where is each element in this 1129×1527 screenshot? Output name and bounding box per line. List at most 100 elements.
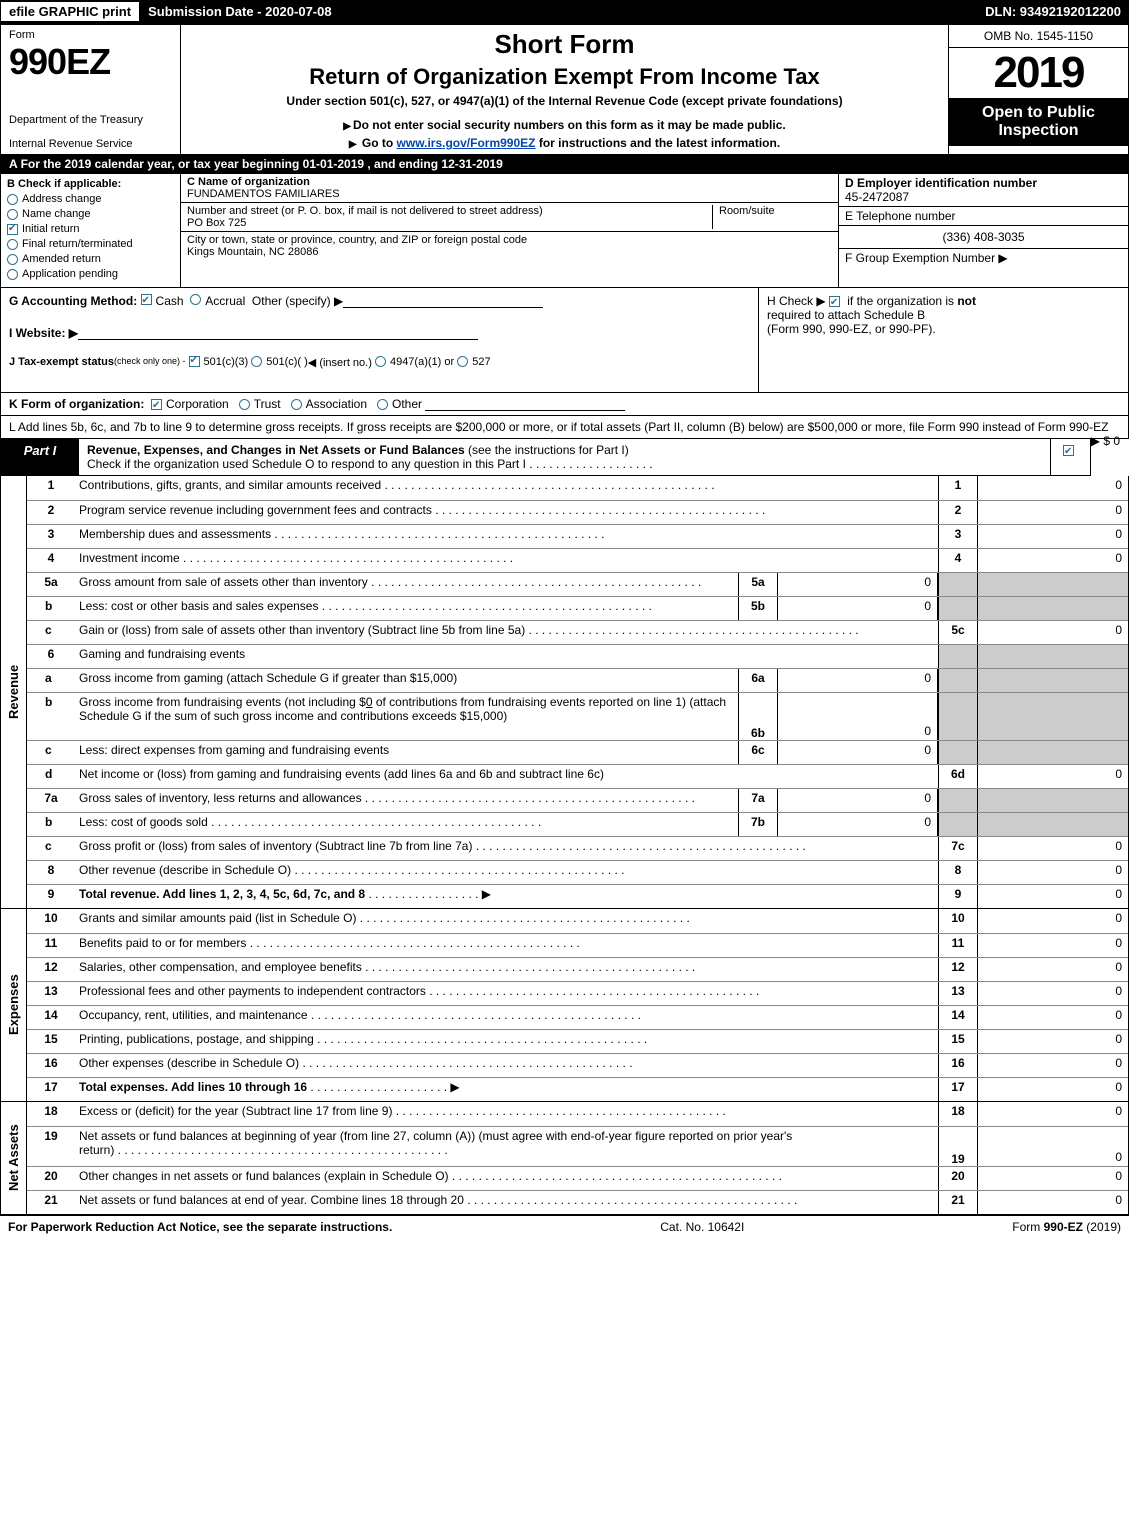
c-street-label: Number and street (or P. O. box, if mail… xyxy=(187,205,712,217)
line-10: 10Grants and similar amounts paid (list … xyxy=(27,909,1128,933)
line-5a: 5aGross amount from sale of assets other… xyxy=(27,572,1128,596)
line-5c: cGain or (loss) from sale of assets othe… xyxy=(27,620,1128,644)
form-title-block: Short Form Return of Organization Exempt… xyxy=(181,25,948,154)
k-label: K Form of organization: xyxy=(9,397,144,411)
chk-address-change[interactable]: Address change xyxy=(7,193,174,205)
line-9: 9Total revenue. Add lines 1, 2, 3, 4, 5c… xyxy=(27,884,1128,908)
chk-trust[interactable] xyxy=(239,399,250,410)
dln: DLN: 93492192012200 xyxy=(977,2,1129,21)
line-15: 15Printing, publications, postage, and s… xyxy=(27,1029,1128,1053)
org-city: Kings Mountain, NC 28086 xyxy=(187,246,832,258)
line-14: 14Occupancy, rent, utilities, and mainte… xyxy=(27,1005,1128,1029)
c-name-row: C Name of organization FUNDAMENTOS FAMIL… xyxy=(181,174,838,203)
revenue-side-label: Revenue xyxy=(1,476,27,908)
instructions-link-line: Go to www.irs.gov/Form990EZ for instruct… xyxy=(189,136,940,150)
line-2: 2Program service revenue including gover… xyxy=(27,500,1128,524)
irs-link[interactable]: www.irs.gov/Form990EZ xyxy=(397,136,536,150)
line-4: 4Investment income40 xyxy=(27,548,1128,572)
phone-value: (336) 408-3035 xyxy=(839,226,1128,249)
line-6: 6Gaming and fundraising events xyxy=(27,644,1128,668)
row-a-text: For the 2019 calendar year, or tax year … xyxy=(21,157,503,171)
section-c: C Name of organization FUNDAMENTOS FAMIL… xyxy=(181,174,838,287)
h-text4: (Form 990, 990-EZ, or 990-PF). xyxy=(767,322,936,336)
e-phone-label: E Telephone number xyxy=(839,207,1128,226)
line-16: 16Other expenses (describe in Schedule O… xyxy=(27,1053,1128,1077)
chk-corporation[interactable] xyxy=(151,399,162,410)
line-7b: bLess: cost of goods sold7b0 xyxy=(27,812,1128,836)
b-header: B Check if applicable: xyxy=(7,178,174,190)
line-21: 21Net assets or fund balances at end of … xyxy=(27,1190,1128,1214)
chk-schedule-b-not-required[interactable] xyxy=(829,296,840,307)
form-subtitle: Under section 501(c), 527, or 4947(a)(1)… xyxy=(189,94,940,108)
chk-initial-return[interactable]: Initial return xyxy=(7,223,174,235)
c-street-row: Number and street (or P. O. box, if mail… xyxy=(181,203,838,232)
privacy-notice: Do not enter social security numbers on … xyxy=(189,118,940,132)
page-footer: For Paperwork Reduction Act Notice, see … xyxy=(0,1215,1129,1238)
h-text1: H Check ▶ xyxy=(767,294,826,308)
g-other-input[interactable] xyxy=(343,294,543,308)
g-label: G Accounting Method: xyxy=(9,294,137,318)
j-insert: ◀ (insert no.) xyxy=(308,356,372,380)
h-text3: required to attach Schedule B xyxy=(767,308,925,322)
net-assets-side-label: Net Assets xyxy=(1,1102,27,1214)
ein-value: 45-2472087 xyxy=(845,190,1122,204)
j-label: J Tax-exempt status xyxy=(9,356,114,380)
l-value: ▶ $ 0 xyxy=(1091,434,1120,448)
c-city-row: City or town, state or province, country… xyxy=(181,232,838,260)
row-ghij: G Accounting Method: Cash Accrual Other … xyxy=(0,288,1129,393)
chk-501c3[interactable] xyxy=(189,356,200,367)
k-other-input[interactable] xyxy=(425,397,625,411)
line-6b: bGross income from fundraising events (n… xyxy=(27,692,1128,740)
footer-form-ref: Form 990-EZ (2019) xyxy=(1012,1220,1121,1234)
chk-accrual[interactable] xyxy=(190,294,201,305)
irs-label: Internal Revenue Service xyxy=(9,138,172,150)
line-1: 1Contributions, gifts, grants, and simil… xyxy=(27,476,1128,500)
section-h: H Check ▶ if the organization is not req… xyxy=(758,288,1128,392)
row-k: K Form of organization: Corporation Trus… xyxy=(0,393,1129,416)
line-11: 11Benefits paid to or for members110 xyxy=(27,933,1128,957)
chk-4947[interactable] xyxy=(375,356,386,367)
h-text2: if the organization is xyxy=(847,294,954,308)
chk-cash[interactable] xyxy=(141,294,152,305)
chk-other-org[interactable] xyxy=(377,399,388,410)
chk-amended-return[interactable]: Amended return xyxy=(7,253,174,265)
row-a-tax-year: A For the 2019 calendar year, or tax yea… xyxy=(0,155,1129,174)
chk-527[interactable] xyxy=(457,356,468,367)
efile-print-button[interactable]: efile GRAPHIC print xyxy=(0,1,140,22)
line-5b: bLess: cost or other basis and sales exp… xyxy=(27,596,1128,620)
chk-name-change[interactable]: Name change xyxy=(7,208,174,220)
d-ein-label: D Employer identification number xyxy=(845,176,1122,190)
room-suite-label: Room/suite xyxy=(712,205,832,229)
h-not: not xyxy=(957,294,976,308)
chk-final-return[interactable]: Final return/terminated xyxy=(7,238,174,250)
line-3: 3Membership dues and assessments30 xyxy=(27,524,1128,548)
form-header: Form 990EZ Department of the Treasury In… xyxy=(0,24,1129,155)
form-title: Return of Organization Exempt From Incom… xyxy=(189,64,940,90)
c-city-label: City or town, state or province, country… xyxy=(187,234,832,246)
footer-cat-no: Cat. No. 10642I xyxy=(392,1220,1012,1234)
chk-association[interactable] xyxy=(291,399,302,410)
expenses-section: Expenses 10Grants and similar amounts pa… xyxy=(0,909,1129,1102)
line-13: 13Professional fees and other payments t… xyxy=(27,981,1128,1005)
section-def: D Employer identification number 45-2472… xyxy=(838,174,1128,287)
line-6a: aGross income from gaming (attach Schedu… xyxy=(27,668,1128,692)
website-input[interactable] xyxy=(78,326,478,340)
line-19: 19Net assets or fund balances at beginni… xyxy=(27,1126,1128,1166)
row-l: L Add lines 5b, 6c, and 7b to line 9 to … xyxy=(0,416,1129,439)
chk-501c[interactable] xyxy=(251,356,262,367)
goto-post: for instructions and the latest informat… xyxy=(535,136,780,150)
form-id-block: Form 990EZ Department of the Treasury In… xyxy=(1,25,181,154)
line-12: 12Salaries, other compensation, and empl… xyxy=(27,957,1128,981)
tax-year: 2019 xyxy=(949,48,1128,98)
j-note: (check only one) - xyxy=(114,356,186,380)
omb-number: OMB No. 1545-1150 xyxy=(949,25,1128,48)
goto-pre: Go to xyxy=(362,136,397,150)
g-other-label: Other (specify) ▶ xyxy=(252,294,343,318)
chk-application-pending[interactable]: Application pending xyxy=(7,268,174,280)
part1-schedule-o-check[interactable] xyxy=(1050,439,1090,475)
line-7a: 7aGross sales of inventory, less returns… xyxy=(27,788,1128,812)
line-6b-amount: 0 xyxy=(366,695,373,709)
line-8: 8Other revenue (describe in Schedule O)8… xyxy=(27,860,1128,884)
revenue-section: Revenue 1Contributions, gifts, grants, a… xyxy=(0,476,1129,909)
line-6c: cLess: direct expenses from gaming and f… xyxy=(27,740,1128,764)
